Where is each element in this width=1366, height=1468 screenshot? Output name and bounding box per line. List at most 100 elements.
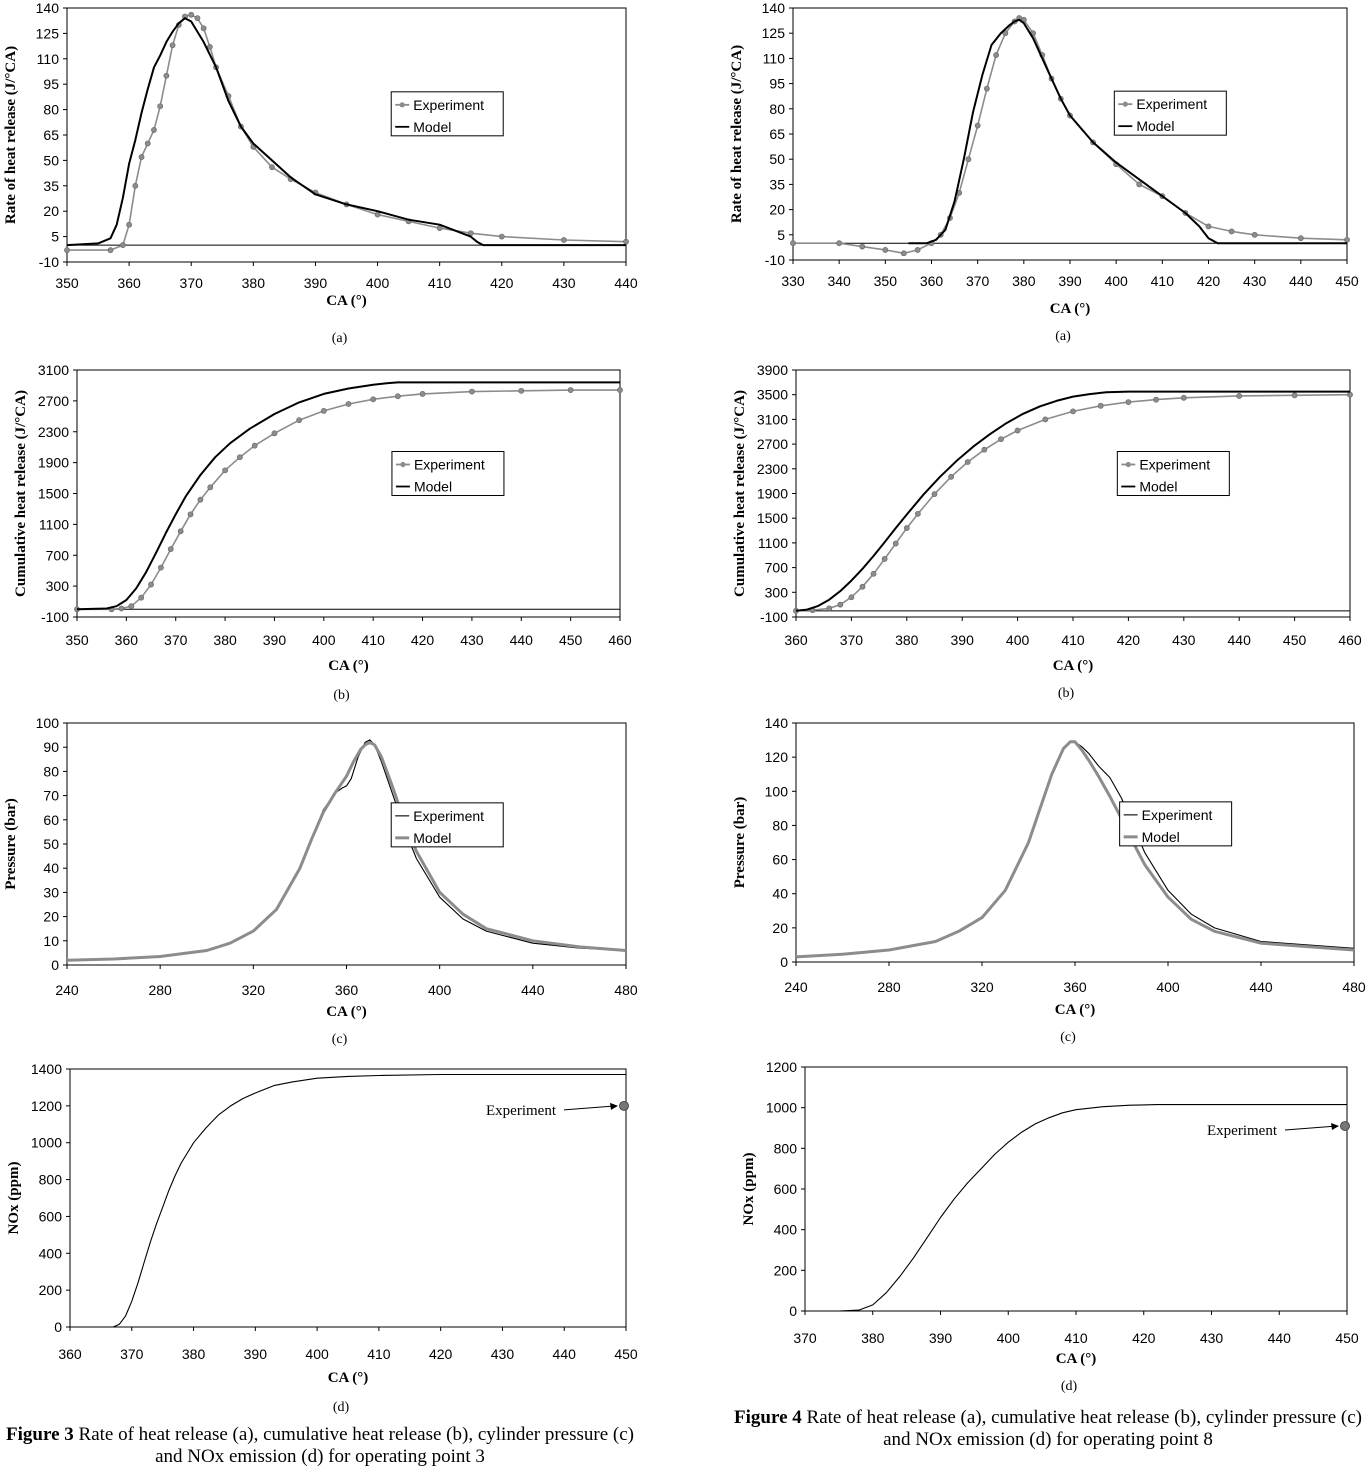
y-tick-label: 1500 (757, 510, 788, 526)
data-point (107, 247, 114, 254)
y-tick-label: 125 (762, 25, 786, 41)
chart-f3c: 0 10 20 30 40 50 60 70 80 90 100 240 280 320 360 400 440… (3, 715, 638, 1047)
y-tick-label: 110 (37, 51, 60, 67)
subfigure-label: (d) (333, 1400, 350, 1415)
x-tick-label: 350 (874, 273, 898, 289)
x-tick-label: 410 (1151, 273, 1175, 289)
x-tick-label: 380 (1012, 273, 1036, 289)
data-point (167, 546, 174, 552)
y-tick-label: 3100 (38, 362, 69, 378)
y-tick-label: -100 (41, 609, 69, 625)
x-tick-label: 410 (1064, 1330, 1088, 1346)
data-point (158, 564, 164, 571)
y-tick-label: 40 (772, 886, 788, 902)
x-tick-label: 420 (1197, 273, 1221, 289)
x-tick-label: 360 (335, 982, 359, 998)
y-tick-label: 800 (39, 1172, 63, 1188)
y-tick-label: 80 (43, 763, 59, 779)
data-point (1228, 228, 1235, 235)
legend-label: Experiment (1136, 96, 1207, 112)
data-point (984, 85, 990, 92)
data-point (859, 583, 866, 590)
y-tick-label: 2300 (38, 424, 69, 440)
x-tick-label: 440 (510, 632, 534, 648)
y-tick-label: 200 (39, 1282, 63, 1298)
data-point (965, 156, 972, 163)
y-tick-label: 50 (769, 151, 785, 167)
y-tick-label: 140 (36, 0, 60, 16)
legend: Experiment Model (1119, 801, 1233, 847)
y-tick-label: 100 (765, 783, 789, 799)
series-line-model (66, 740, 627, 962)
y-tick-label: 1200 (766, 1059, 797, 1075)
y-tick-label: 1900 (757, 486, 788, 502)
data-point (236, 454, 243, 461)
subfigure-label: (b) (1058, 686, 1075, 701)
plot-frame (66, 722, 627, 966)
subfigure-label: (c) (1060, 1030, 1076, 1045)
y-tick-label: 80 (769, 101, 785, 117)
legend-label: Experiment (413, 97, 484, 113)
legend-box (1119, 801, 1233, 847)
legend-label: Model (414, 479, 452, 495)
y-tick-label: 200 (774, 1262, 798, 1278)
subfigure-label: (a) (1055, 329, 1071, 344)
subfigure-label: (c) (332, 1032, 348, 1047)
x-axis-label: CA (°) (328, 658, 369, 674)
data-point (138, 154, 145, 160)
legend-box (390, 91, 504, 137)
x-axis-label: CA (°) (326, 1004, 367, 1020)
data-point (836, 240, 843, 247)
x-tick-label: 440 (1228, 632, 1252, 648)
y-tick-label: 70 (43, 788, 59, 804)
y-tick-label: 3100 (757, 411, 788, 427)
experiment-point (619, 1100, 629, 1111)
x-tick-label: 380 (182, 1346, 206, 1362)
x-tick-label: 450 (559, 632, 583, 648)
y-tick-label: 40 (43, 860, 59, 876)
chart-f4c: 0 20 40 60 80 100 120 140 240 280 320 360 400 440 480 C… (732, 715, 1366, 1045)
data-point (163, 72, 170, 79)
data-point (498, 233, 505, 240)
series-line-model (66, 17, 626, 247)
y-tick-label: 60 (772, 852, 788, 868)
data-point (148, 581, 154, 588)
y-tick-label: 20 (43, 203, 59, 219)
data-point (194, 15, 201, 22)
data-point (1297, 235, 1304, 242)
y-tick-label: 10 (43, 933, 59, 949)
y-tick-label: 20 (43, 909, 59, 925)
data-point (826, 605, 833, 612)
x-tick-label: 390 (263, 632, 287, 648)
x-tick-label: 240 (55, 982, 79, 998)
y-tick-label: 20 (769, 202, 785, 218)
x-tick-label: 380 (861, 1330, 885, 1346)
data-point (617, 387, 623, 393)
data-point (374, 211, 381, 218)
x-tick-label: 440 (553, 1346, 577, 1362)
data-point (790, 240, 796, 247)
y-axis-label: Pressure (bar) (732, 797, 748, 889)
x-tick-label: 400 (305, 1346, 329, 1362)
figure-3-caption: Figure 3 Rate of heat release (a), cumul… (0, 1424, 640, 1468)
x-tick-label: 360 (58, 1346, 82, 1362)
data-point (1014, 427, 1021, 434)
x-tick-label: 420 (1117, 632, 1141, 648)
y-tick-label: 90 (43, 739, 59, 755)
x-tick-label: 420 (429, 1346, 453, 1362)
x-tick-label: 320 (242, 982, 266, 998)
x-axis-label: CA (°) (328, 1370, 369, 1386)
data-point (859, 243, 866, 250)
series-line-experiment (67, 14, 627, 251)
y-tick-label: 65 (43, 127, 59, 143)
x-axis-label: CA (°) (1056, 1351, 1097, 1367)
data-point (948, 473, 955, 480)
x-tick-label: 430 (1243, 273, 1267, 289)
data-point (200, 25, 207, 32)
y-tick-label: 110 (763, 50, 786, 66)
y-tick-label: 1100 (39, 516, 69, 532)
data-point (998, 436, 1004, 443)
y-tick-label: 800 (774, 1140, 798, 1156)
y-tick-label: 700 (765, 560, 789, 576)
x-tick-label: 280 (877, 979, 901, 995)
